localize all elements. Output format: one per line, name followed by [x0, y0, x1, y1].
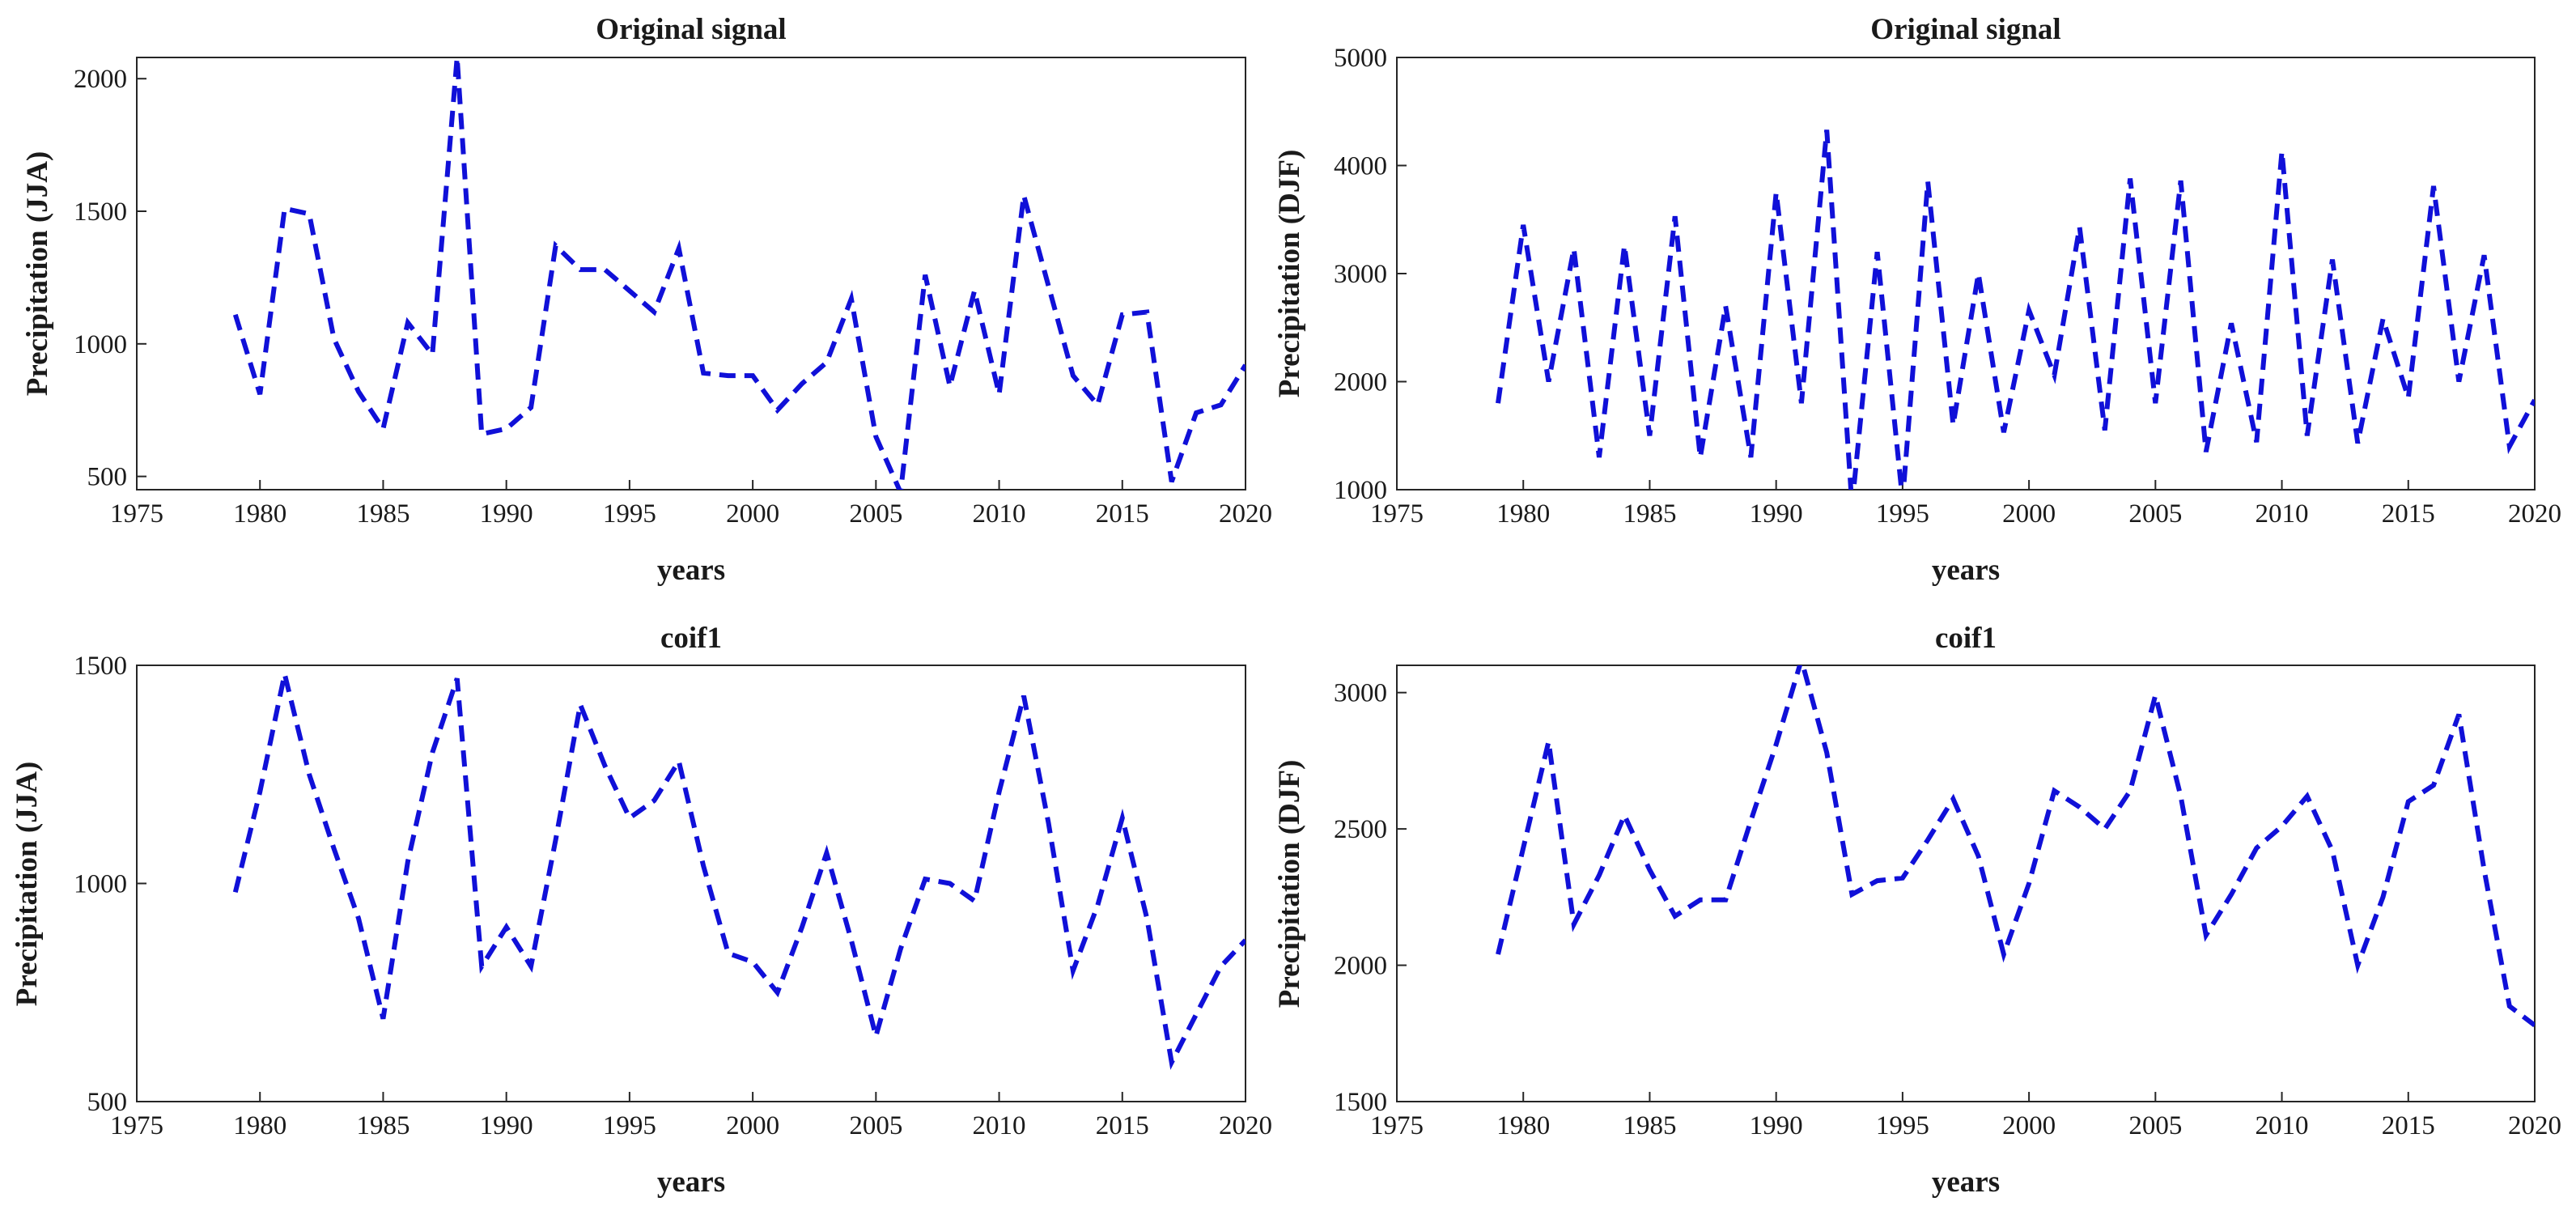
- x-tick-label: 1995: [603, 499, 656, 529]
- y-tick-label: 2000: [1334, 368, 1387, 397]
- y-tick-label: 1500: [74, 197, 127, 227]
- x-tick-label: 2010: [973, 1111, 1026, 1140]
- series-line: [1496, 665, 2535, 1028]
- y-tick-label: 500: [87, 1088, 128, 1117]
- x-tick-label: 1980: [1496, 499, 1550, 529]
- x-tick-label: 2000: [2002, 1111, 2056, 1140]
- x-tick-label: 1975: [110, 499, 163, 529]
- y-tick-label: 1500: [74, 652, 127, 681]
- x-tick-label: 1985: [1623, 1111, 1676, 1140]
- x-axis-label: years: [657, 1166, 725, 1199]
- panel-jja-coif1: coif1 years Precipitation (JJA) 1975 1980…: [11, 622, 1272, 1199]
- chart-title: Original signal: [596, 13, 786, 46]
- x-tick-label: 2005: [849, 499, 902, 529]
- chart-title: coif1: [1935, 622, 1997, 655]
- x-tick-label: 1995: [603, 1111, 656, 1140]
- plot-frame: [1396, 57, 2536, 490]
- series-line: [1496, 130, 2535, 490]
- x-axis-label: years: [1932, 1166, 2000, 1199]
- y-tick-label: 1000: [74, 330, 127, 359]
- x-tick-label: 2000: [726, 1111, 779, 1140]
- x-axis-label: years: [657, 554, 725, 587]
- axis-ticks: 1975 1980 1985 1990 1995 2000 2005 2010 2015 2020…: [74, 65, 1272, 529]
- x-tick-label: 2015: [1096, 1111, 1149, 1140]
- x-tick-label: 1980: [1496, 1111, 1550, 1140]
- chart-title: coif1: [660, 622, 722, 655]
- x-tick-label: 1975: [1370, 499, 1424, 529]
- x-tick-label: 2015: [2382, 1111, 2435, 1140]
- x-tick-label: 1990: [480, 499, 533, 529]
- axis-ticks: 1975 1980 1985 1990 1995 2000 2005 2010 2015 2020…: [1334, 679, 2561, 1140]
- series-line: [232, 57, 1246, 490]
- y-tick-label: 3000: [1334, 679, 1387, 708]
- y-axis-label: Precipitation (DJF): [1273, 150, 1306, 398]
- axis-ticks: 1975 1980 1985 1990 1995 2000 2005 2010 2015 2020…: [1334, 44, 2561, 529]
- x-tick-label: 2005: [2128, 499, 2182, 529]
- x-tick-label: 1975: [1370, 1111, 1424, 1140]
- x-tick-label: 2020: [2508, 499, 2561, 529]
- axis-ticks: 1975 1980 1985 1990 1995 2000 2005 2010 2015 2020…: [74, 652, 1272, 1140]
- y-tick-label: 3000: [1334, 260, 1387, 289]
- y-tick-label: 500: [87, 463, 128, 492]
- x-tick-label: 1985: [1623, 499, 1676, 529]
- x-tick-label: 2020: [1219, 1111, 1272, 1140]
- x-tick-label: 1980: [233, 499, 286, 529]
- plot-frame: [136, 57, 1246, 490]
- plot-frame: [136, 665, 1246, 1102]
- x-tick-label: 2015: [1096, 499, 1149, 529]
- y-axis-label: Precipitation (JJA): [21, 151, 54, 396]
- x-tick-label: 1985: [356, 1111, 410, 1140]
- y-axis-label: Precipitation (DJF): [1273, 760, 1306, 1009]
- y-tick-label: 4000: [1334, 152, 1387, 181]
- y-axis-label: Precipitation (JJA): [11, 762, 44, 1006]
- series-group: [232, 57, 1246, 490]
- plot-frame: [1396, 665, 2536, 1102]
- x-tick-label: 2010: [973, 499, 1026, 529]
- panel-jja-original: Original signal years Precipitation (JJA…: [21, 13, 1272, 587]
- y-tick-label: 2000: [74, 65, 127, 94]
- y-tick-label: 1000: [1334, 476, 1387, 505]
- x-tick-label: 1975: [110, 1111, 163, 1140]
- y-tick-label: 1000: [74, 870, 127, 899]
- x-tick-label: 2000: [2002, 499, 2056, 529]
- x-tick-label: 2000: [726, 499, 779, 529]
- x-tick-label: 1995: [1876, 1111, 1929, 1140]
- chart-title: Original signal: [1870, 13, 2060, 46]
- y-tick-label: 2000: [1334, 952, 1387, 981]
- x-tick-label: 1985: [356, 499, 410, 529]
- series-line: [232, 673, 1246, 1070]
- y-tick-label: 5000: [1334, 44, 1387, 73]
- y-tick-label: 1500: [1334, 1088, 1387, 1117]
- x-tick-label: 2010: [2256, 1111, 2309, 1140]
- x-tick-label: 2005: [2128, 1111, 2182, 1140]
- x-tick-label: 2015: [2382, 499, 2435, 529]
- panel-djf-coif1: coif1 years Precipitation (DJF) 1975 1980…: [1273, 622, 2561, 1199]
- panel-djf-original: Original signal years Precipitation (DJF…: [1273, 13, 2561, 587]
- x-tick-label: 2020: [1219, 499, 1272, 529]
- x-tick-label: 1990: [1750, 499, 1803, 529]
- x-tick-label: 1980: [233, 1111, 286, 1140]
- x-tick-label: 1995: [1876, 499, 1929, 529]
- x-tick-label: 2010: [2256, 499, 2309, 529]
- x-tick-label: 1990: [480, 1111, 533, 1140]
- series-group: [1496, 130, 2535, 490]
- series-group: [1496, 665, 2535, 1028]
- y-tick-label: 2500: [1334, 815, 1387, 844]
- x-axis-label: years: [1932, 554, 2000, 587]
- x-tick-label: 2005: [849, 1111, 902, 1140]
- x-tick-label: 1990: [1750, 1111, 1803, 1140]
- x-tick-label: 2020: [2508, 1111, 2561, 1140]
- series-group: [232, 673, 1246, 1070]
